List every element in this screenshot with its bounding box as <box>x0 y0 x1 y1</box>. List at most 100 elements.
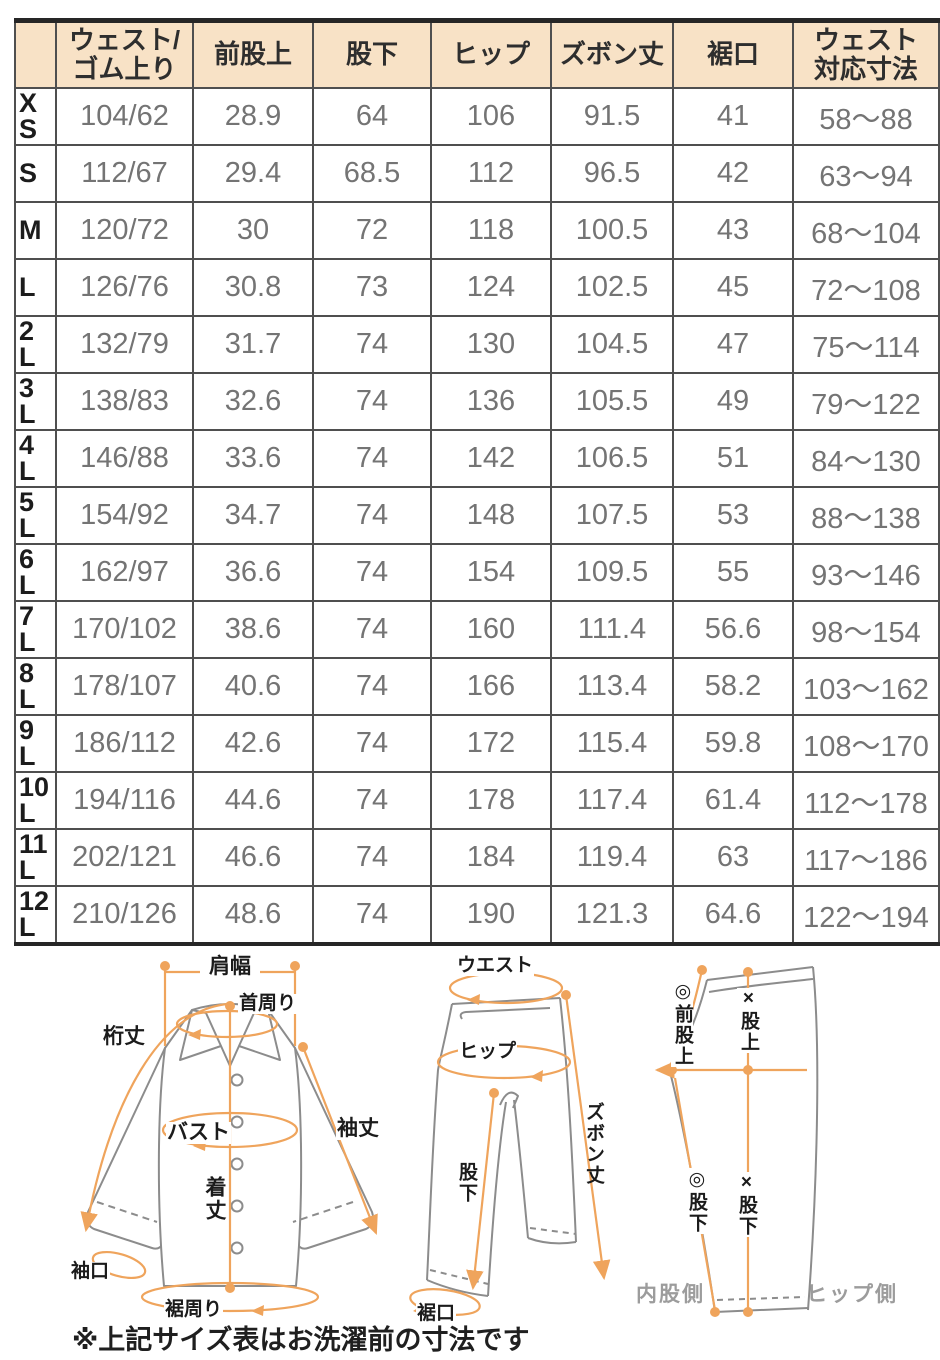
measurement-value: 45 <box>672 258 794 317</box>
pants-measure-lines <box>409 971 611 1316</box>
measurement-value: 33.6 <box>192 429 314 488</box>
size-table: ウェスト/ ゴム上り 前股上 股下 ヒップ ズボン丈 裾口 ウェスト 対応寸法 X S 104… <box>14 18 940 946</box>
front-rise-label: ◎前股上 <box>671 980 693 1067</box>
sleeve-reach-label: 桁丈 <box>102 1025 146 1049</box>
measurement-value: 132/79 <box>55 315 194 374</box>
measurement-value: 210/126 <box>55 885 194 945</box>
hem-opening-label: 裾口 <box>416 1303 457 1324</box>
measurement-value: 51 <box>672 429 794 488</box>
column-header: ズボン丈 <box>550 19 674 89</box>
pants-side-art <box>654 965 819 1317</box>
size-label: S <box>14 144 57 203</box>
measurement-value: 48.6 <box>192 885 314 945</box>
measurement-value: 72 <box>312 201 432 260</box>
measurement-value: 111.4 <box>550 600 674 659</box>
inseam-a-label: ◎股下 <box>685 1168 707 1234</box>
column-header: ウェスト/ ゴム上り <box>55 19 194 89</box>
pre-wash-note: ※上記サイズ表はお洗濯前の寸法です <box>72 1325 530 1355</box>
table-row: 12 L 210/126 48.6 74 190 121.3 64.6 122〜194 <box>14 885 940 945</box>
table-row: 8 L 178/107 40.6 74 166 113.4 58.2 103〜162 <box>14 657 940 716</box>
measurement-value: 53 <box>672 486 794 545</box>
size-label: 6 L <box>14 543 57 602</box>
table-row: L 126/76 30.8 73 124 102.5 45 72〜108 <box>14 258 940 317</box>
measurement-value: 138/83 <box>55 372 194 431</box>
measurement-value: 68〜104 <box>792 201 940 260</box>
measurement-value: 170/102 <box>55 600 194 659</box>
table-row: 2 L 132/79 31.7 74 130 104.5 47 75〜114 <box>14 315 940 374</box>
table-row: S 112/67 29.4 68.5 112 96.5 42 63〜94 <box>14 144 940 203</box>
pants-side-diagram: ◎前股上 ×股上 ◎股下 ×股下 内股側 ヒップ側 <box>636 950 940 1325</box>
cuff-label: 袖口 <box>70 1261 111 1282</box>
measurement-value: 160 <box>430 600 552 659</box>
measurement-value: 36.6 <box>192 543 314 602</box>
column-header: ヒップ <box>430 19 552 89</box>
measurement-value: 64.6 <box>672 885 794 945</box>
measurement-value: 74 <box>312 486 432 545</box>
shirt-diagram: 肩幅 首周り 桁丈 バスト 袖丈 着丈 袖口 裾周り <box>40 950 410 1320</box>
table-row: M 120/72 30 72 118 100.5 43 68〜104 <box>14 201 940 260</box>
measurement-value: 31.7 <box>192 315 314 374</box>
measurement-value: 142 <box>430 429 552 488</box>
measurement-value: 64 <box>312 87 432 146</box>
measurement-value: 74 <box>312 714 432 773</box>
measurement-value: 186/112 <box>55 714 194 773</box>
measurement-value: 117.4 <box>550 771 674 830</box>
measurement-value: 148 <box>430 486 552 545</box>
measurement-value: 100.5 <box>550 201 674 260</box>
measurement-value: 107.5 <box>550 486 674 545</box>
measurement-value: 74 <box>312 885 432 945</box>
measurement-value: 102.5 <box>550 258 674 317</box>
measurement-value: 88〜138 <box>792 486 940 545</box>
shirt-outline <box>85 1003 375 1287</box>
measurement-value: 120/72 <box>55 201 194 260</box>
measurement-value: 58〜88 <box>792 87 940 146</box>
measurement-value: 74 <box>312 771 432 830</box>
table-row: 7 L 170/102 38.6 74 160 111.4 56.6 98〜154 <box>14 600 940 659</box>
measurement-value: 184 <box>430 828 552 887</box>
measurement-value: 154/92 <box>55 486 194 545</box>
measurement-value: 126/76 <box>55 258 194 317</box>
measurement-value: 112〜178 <box>792 771 940 830</box>
inner-side-label: 内股側 <box>636 1283 705 1306</box>
size-label: 3 L <box>14 372 57 431</box>
measurement-value: 124 <box>430 258 552 317</box>
measurement-value: 74 <box>312 315 432 374</box>
bust-label: バスト <box>166 1121 231 1145</box>
measurement-value: 113.4 <box>550 657 674 716</box>
measurement-value: 42 <box>672 144 794 203</box>
measurement-value: 47 <box>672 315 794 374</box>
measurement-value: 74 <box>312 600 432 659</box>
measurement-value: 73 <box>312 258 432 317</box>
measurement-value: 194/116 <box>55 771 194 830</box>
measurement-value: 63〜94 <box>792 144 940 203</box>
pants-measure-dots <box>413 990 571 1316</box>
body-length-label: 着丈 <box>202 1176 227 1222</box>
measurement-value: 58.2 <box>672 657 794 716</box>
measurement-value: 34.7 <box>192 486 314 545</box>
table-row: 10 L 194/116 44.6 74 178 117.4 61.4 112〜178 <box>14 771 940 830</box>
measurement-value: 112/67 <box>55 144 194 203</box>
rise-label: ×股上 <box>737 988 759 1053</box>
size-label: L <box>14 258 57 317</box>
pants-art <box>409 971 611 1316</box>
measurement-value: 104/62 <box>55 87 194 146</box>
measurement-value: 44.6 <box>192 771 314 830</box>
measurement-value: 93〜146 <box>792 543 940 602</box>
column-header: 前股上 <box>192 19 314 89</box>
measurement-value: 84〜130 <box>792 429 940 488</box>
inseam-b-label: ×股下 <box>735 1172 757 1237</box>
table-row: X S 104/62 28.9 64 106 91.5 41 58〜88 <box>14 87 940 146</box>
measurement-value: 74 <box>312 657 432 716</box>
size-label: 11 L <box>14 828 57 887</box>
size-label: 12 L <box>14 885 57 945</box>
measurement-value: 56.6 <box>672 600 794 659</box>
column-header: ウェスト 対応寸法 <box>792 19 940 89</box>
size-label: 7 L <box>14 600 57 659</box>
table-row: 5 L 154/92 34.7 74 148 107.5 53 88〜138 <box>14 486 940 545</box>
measurement-value: 108〜170 <box>792 714 940 773</box>
measurement-value: 166 <box>430 657 552 716</box>
size-label: 9 L <box>14 714 57 773</box>
side-measure-dots <box>667 965 753 1317</box>
sleeve-length-label: 袖丈 <box>336 1117 380 1141</box>
